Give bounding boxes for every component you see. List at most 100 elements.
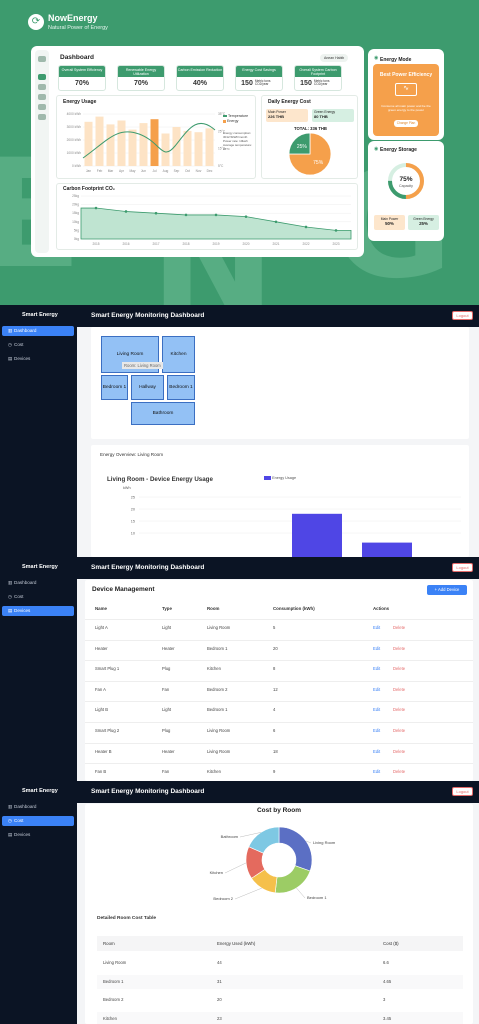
info-nav-icon[interactable]	[38, 114, 46, 120]
header-title: Smart Energy Monitoring Dashboard	[91, 564, 205, 571]
header: Smart Energy Monitoring Dashboard Logout	[77, 557, 479, 579]
logout-button[interactable]: Logout	[452, 563, 473, 572]
edit-button[interactable]: Edit	[373, 769, 381, 775]
cell: 4.65	[383, 978, 392, 984]
nav-devices[interactable]: ▤ Devices	[2, 354, 74, 364]
stat-value: 70%	[59, 80, 105, 87]
edit-button[interactable]: Edit	[373, 625, 381, 630]
delete-button[interactable]: Delete	[393, 707, 406, 713]
stat-card: Overall System Efficiency 70%	[58, 65, 106, 91]
storage-green-energy: Green Energy 25%	[408, 215, 439, 230]
nav-cost[interactable]: ◷ Cost	[2, 592, 74, 602]
cell: Fan B	[95, 769, 107, 775]
room-kitchen[interactable]: Kitchen	[162, 336, 195, 373]
row-divider	[85, 660, 473, 662]
nav-devices[interactable]: ▤ Devices	[2, 830, 74, 840]
carbon-point	[244, 215, 248, 218]
edit-button[interactable]: Edit	[373, 645, 381, 651]
main-power-value: 226 THB	[268, 114, 285, 119]
energy-bar	[194, 132, 203, 166]
room-bathroom[interactable]: Bathroom	[131, 402, 195, 425]
best-efficiency-box: Best Power Efficiency ∿ Consume all main…	[373, 64, 439, 136]
nav-devices[interactable]: ▤ Devices	[2, 606, 74, 616]
green-energy-label: Green Energy	[314, 110, 336, 114]
delete-button[interactable]: Delete	[393, 748, 406, 754]
energy-usage-card: Energy Usage 4000 kWh 3000 kWh 2000 kWh 100…	[56, 95, 256, 179]
header-title: Smart Energy Monitoring Dashboard	[91, 788, 205, 795]
cost-card: Cost by Room Living Room Bedroom 1 Bedroom…	[85, 804, 473, 1024]
edit-button[interactable]: Edit	[373, 707, 381, 713]
y-tick: 0kg	[74, 237, 79, 241]
menu-icon[interactable]	[38, 56, 46, 62]
cell: 18	[273, 748, 278, 754]
energy-bar	[84, 121, 93, 166]
cell: Bedroom 1	[207, 707, 228, 713]
edit-button[interactable]: Edit	[373, 666, 381, 672]
add-device-button[interactable]: + Add Device	[427, 585, 467, 595]
cell: 9	[273, 769, 276, 775]
row-divider	[85, 680, 473, 682]
carbon-card: Carbon Footprint CO₂ 25kg 20kg 15kg 10kg 5kg…	[56, 183, 358, 250]
donut-label: Kitchen	[210, 870, 223, 875]
nav-dashboard[interactable]: ▥ Dashboard	[2, 802, 74, 812]
temperature-line	[82, 123, 216, 159]
slice-label: 25%	[297, 144, 308, 150]
green-energy-value: 80 THB	[314, 114, 328, 119]
logout-button[interactable]: Logout	[452, 311, 473, 320]
delete-button[interactable]: Delete	[393, 645, 406, 651]
nav-dashboard[interactable]: ▥ Dashboard	[2, 326, 74, 336]
change-plan-button[interactable]: Change Plan	[394, 120, 418, 127]
x-tick: 2016	[122, 242, 129, 246]
delete-button[interactable]: Delete	[393, 625, 406, 630]
battery-icon: ∿	[395, 83, 417, 96]
settings-nav-icon[interactable]	[38, 94, 46, 100]
room-hallway[interactable]: Hallway	[131, 375, 164, 400]
devices-panel: Smart Energy ▥ Dashboard ◷ Cost ▤ Devices S…	[0, 557, 479, 781]
overview-legend: Energy Usage	[264, 476, 296, 480]
delete-button[interactable]: Delete	[393, 728, 406, 733]
delete-button[interactable]: Delete	[393, 686, 406, 692]
energy-storage-card: ◉ Energy Storage 75% Capacity Main Power…	[368, 141, 444, 241]
room-bedroom-1[interactable]: Bedroom 1	[101, 375, 128, 400]
stat-label: Overall System Efficiency	[59, 66, 105, 77]
y2-tick: 5°C	[218, 164, 224, 168]
delete-button[interactable]: Delete	[393, 666, 406, 672]
user-chip[interactable]: Anean Habib	[320, 54, 349, 62]
storage-ring	[388, 163, 424, 199]
cost-chart-title: Cost by Room	[256, 807, 302, 814]
y-tick: 4000 kWh	[67, 112, 82, 116]
daily-cost-pie: 75% 25%	[288, 132, 332, 176]
edit-button[interactable]: Edit	[373, 728, 381, 733]
chart-nav-icon[interactable]	[38, 84, 46, 90]
legend-energy: Energy	[223, 119, 248, 124]
donut-slice	[274, 865, 311, 894]
donut-label: Bedroom 1	[307, 895, 327, 900]
user-nav-icon[interactable]	[38, 104, 46, 110]
y-tick: 25kg	[72, 194, 79, 198]
nav-cost[interactable]: ◷ Cost	[2, 340, 74, 350]
sidebar-title: Smart Energy	[22, 788, 58, 794]
carbon-chart: 25kg 20kg 15kg 10kg 5kg 0kg 2015 2016 2017 2018 20…	[72, 194, 352, 246]
stat-card: Renewable Energy Utilization 70%	[117, 65, 165, 91]
logout-button[interactable]: Logout	[452, 787, 473, 796]
energy-bar	[95, 116, 104, 166]
edit-button[interactable]: Edit	[373, 686, 381, 692]
room-bedroom-2[interactable]: Bedroom 1	[167, 375, 195, 400]
cell: Heater	[95, 645, 108, 651]
delete-button[interactable]: Delete	[393, 769, 406, 775]
edit-button[interactable]: Edit	[373, 748, 381, 754]
nowenergy-panel: E N G ⟳ NowEnergy Natural Power of Energ…	[0, 0, 479, 305]
room-tooltip: Room: Living Room	[122, 362, 163, 369]
y-tick: 3000 kWh	[67, 125, 82, 129]
storage-capacity-label: Capacity	[399, 184, 413, 188]
y-tick: 10kg	[72, 220, 79, 224]
row-divider	[85, 742, 473, 744]
nav-dashboard[interactable]: ▥ Dashboard	[2, 578, 74, 588]
carbon-point	[184, 213, 188, 217]
sidebar-title: Smart Energy	[22, 564, 58, 570]
ring-main-power	[388, 163, 424, 199]
nav-cost[interactable]: ◷ Cost	[2, 816, 74, 826]
cell: Fan	[162, 686, 170, 692]
dashboard-nav-icon[interactable]	[38, 74, 46, 80]
main-power-label: Main Power	[268, 110, 286, 114]
